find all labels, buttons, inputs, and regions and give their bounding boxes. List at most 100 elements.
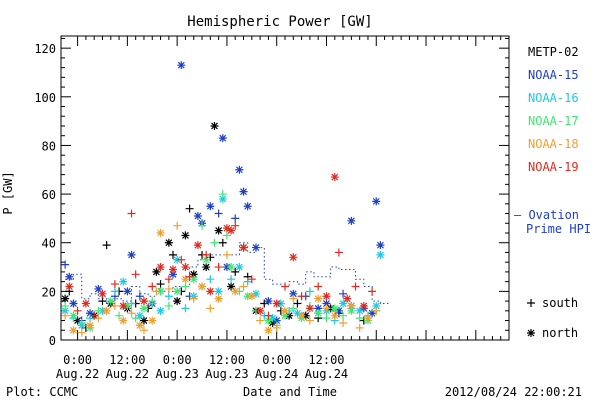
marker-north [355,306,364,315]
marker-south [222,250,231,259]
x-tick-label-date: Aug.22 [56,367,99,381]
marker-north [227,263,236,272]
marker-north [139,297,148,306]
marker-north [81,299,90,308]
marker-north [272,299,281,308]
marker-north [69,311,78,320]
marker-north [235,263,244,272]
marker-north [152,267,161,276]
x-tick-label-date: Aug.23 [155,367,198,381]
marker-south [314,282,323,291]
marker-south [202,250,211,259]
marker-south [127,309,136,318]
marker-north [247,292,256,301]
marker-south [148,297,157,306]
marker-north [189,275,198,284]
marker-south [169,250,177,259]
marker-north [239,187,248,196]
marker-south [351,282,360,291]
marker-north [289,253,298,262]
marker-north [376,250,385,259]
marker-north [281,306,289,315]
x-tick-label-date: Aug.24 [255,367,298,381]
marker-north [243,202,252,211]
x-tick-label-time: 12:00 [109,353,145,367]
x-tick-label-time: 12:00 [308,353,344,367]
marker-north [119,316,128,325]
marker-south [173,221,182,230]
marker-north [222,224,231,233]
marker-south [181,304,190,313]
marker-north [210,121,219,130]
x-tick-label-time: 12:00 [209,353,245,367]
marker-south [189,294,198,303]
marker-north [268,318,277,327]
marker-south [264,311,273,320]
marker-south [164,292,173,301]
marker-north [164,238,173,247]
marker-north [314,304,323,313]
marker-north [86,309,95,318]
series-noaa-19 [65,173,377,320]
series-metp-02 [61,121,368,332]
marker-north [169,270,177,279]
plot-frame [60,35,510,341]
marker-north [334,306,343,315]
marker-north [231,287,240,296]
marker-north [264,316,273,325]
marker-north [272,316,281,325]
marker-south [94,314,103,323]
marker-south [152,287,161,296]
marker-south [293,299,302,308]
marker-north [156,228,165,237]
marker-south [272,323,281,332]
marker-north [376,241,385,250]
marker-south [177,255,186,264]
marker-south [77,318,86,327]
marker-south [115,311,124,320]
marker-south [256,316,265,325]
legend-marker-label-north: north [542,326,578,340]
marker-north [86,321,95,330]
legend-item-noaa-17: NOAA-17 [528,114,579,128]
marker-north [297,311,306,320]
marker-north [251,289,260,298]
y-tick-label: 0 [49,334,56,348]
marker-north [181,231,190,240]
marker-north [330,304,339,313]
marker-north [202,255,211,264]
marker-north [214,226,223,235]
marker-south [322,304,331,313]
legend-item-noaa-15: NOAA-15 [528,68,579,82]
marker-north [173,255,182,264]
marker-north [94,284,103,293]
marker-north [214,294,223,303]
plot-area [61,61,389,337]
marker-north [202,263,211,272]
marker-south [231,221,240,230]
chart-title: Hemispheric Power [GW] [187,14,372,30]
marker-north [256,306,265,315]
legend: METP-02 NOAA-15 NOAA-16 NOAA-17 NOAA-18 NOAA-… [527,45,579,340]
marker-north [289,289,298,298]
marker-north [69,326,78,335]
marker-north [293,309,302,318]
marker-south [110,301,119,310]
marker-north [135,311,144,320]
marker-north [372,197,381,206]
marker-north [227,282,236,291]
marker-south [339,318,348,327]
marker-north [173,287,182,296]
marker-north [268,314,277,323]
marker-south [231,214,240,223]
marker-north [98,306,107,315]
marker-north [61,294,70,303]
x-axis-label: Date and Time [243,385,337,399]
marker-north [65,282,74,291]
marker-north [285,311,294,320]
marker-south [355,314,364,323]
marker-north [235,165,244,174]
marker-south [90,311,99,320]
marker-north [206,202,215,211]
marker-south [127,299,136,308]
